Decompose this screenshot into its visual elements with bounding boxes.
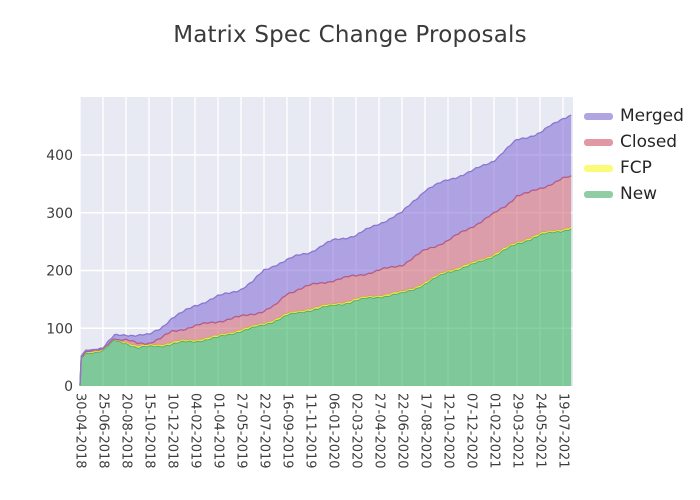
x-tick-label: 24-05-2021 bbox=[533, 393, 548, 469]
legend-label: Merged bbox=[620, 106, 684, 126]
legend-label: FCP bbox=[620, 158, 652, 178]
x-tick-label: 11-11-2019 bbox=[303, 393, 318, 469]
y-tick-label: 400 bbox=[46, 148, 73, 164]
x-tick-label: 16-09-2019 bbox=[280, 393, 295, 469]
y-tick-label: 100 bbox=[46, 321, 73, 337]
legend-item-merged: Merged bbox=[584, 107, 684, 125]
x-tick-label: 01-04-2019 bbox=[211, 393, 226, 469]
x-tick-label: 29-03-2021 bbox=[510, 393, 525, 469]
x-tick-label: 04-02-2019 bbox=[188, 393, 203, 469]
legend-swatch-merged bbox=[584, 112, 613, 120]
legend-item-new: New bbox=[584, 185, 684, 203]
x-tick-label: 22-07-2019 bbox=[257, 393, 272, 469]
chart-legend: Merged Closed FCP New bbox=[584, 107, 684, 203]
legend-swatch-fcp bbox=[584, 164, 613, 172]
legend-item-closed: Closed bbox=[584, 133, 684, 151]
area-fcp bbox=[80, 227, 572, 386]
x-tick-label: 06-01-2020 bbox=[326, 393, 341, 469]
x-tick-label: 07-12-2020 bbox=[464, 393, 479, 469]
x-tick-label: 19-07-2021 bbox=[556, 393, 571, 469]
legend-swatch-new bbox=[584, 190, 613, 198]
x-tick-label: 02-03-2020 bbox=[349, 393, 364, 469]
chart-title: Matrix Spec Change Proposals bbox=[173, 22, 527, 48]
legend-label: Closed bbox=[620, 132, 678, 152]
legend-swatch-closed bbox=[584, 138, 613, 146]
x-tick-label: 10-12-2018 bbox=[165, 393, 180, 469]
x-tick-label: 17-08-2020 bbox=[418, 393, 433, 469]
y-tick-label: 0 bbox=[64, 379, 73, 395]
x-tick-label: 15-10-2018 bbox=[142, 393, 157, 469]
area-merged bbox=[80, 115, 572, 386]
y-tick-label: 200 bbox=[46, 264, 73, 280]
x-tick-label: 30-04-2018 bbox=[73, 393, 88, 469]
area-line-merged bbox=[79, 114, 572, 386]
x-tick-label: 22-06-2020 bbox=[395, 393, 410, 469]
x-tick-label: 20-08-2018 bbox=[119, 393, 134, 469]
x-tick-label: 25-06-2018 bbox=[96, 393, 111, 469]
area-closed bbox=[80, 175, 572, 386]
legend-item-fcp: FCP bbox=[584, 159, 684, 177]
x-tick-label: 27-04-2020 bbox=[372, 393, 387, 469]
y-tick-label: 300 bbox=[46, 206, 73, 222]
area-new bbox=[80, 228, 572, 386]
legend-label: New bbox=[620, 184, 658, 204]
x-tick-label: 01-02-2021 bbox=[487, 393, 502, 469]
x-tick-label: 27-05-2019 bbox=[234, 393, 249, 469]
x-tick-label: 12-10-2020 bbox=[441, 393, 456, 469]
